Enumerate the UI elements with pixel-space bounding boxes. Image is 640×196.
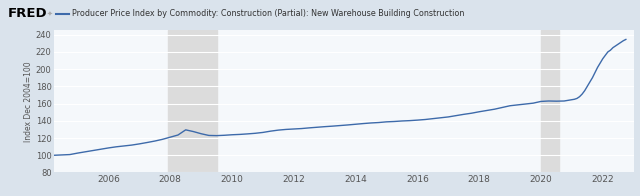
Bar — [541, 30, 559, 172]
Text: Producer Price Index by Commodity: Construction (Partial): New Warehouse Buildin: Producer Price Index by Commodity: Const… — [72, 9, 464, 18]
Point — [65, 13, 73, 15]
Text: FRED: FRED — [8, 7, 47, 20]
Point — [52, 13, 60, 15]
Text: ✦: ✦ — [47, 11, 52, 17]
Y-axis label: Index Dec 2004=100: Index Dec 2004=100 — [24, 61, 33, 142]
Bar — [168, 30, 216, 172]
